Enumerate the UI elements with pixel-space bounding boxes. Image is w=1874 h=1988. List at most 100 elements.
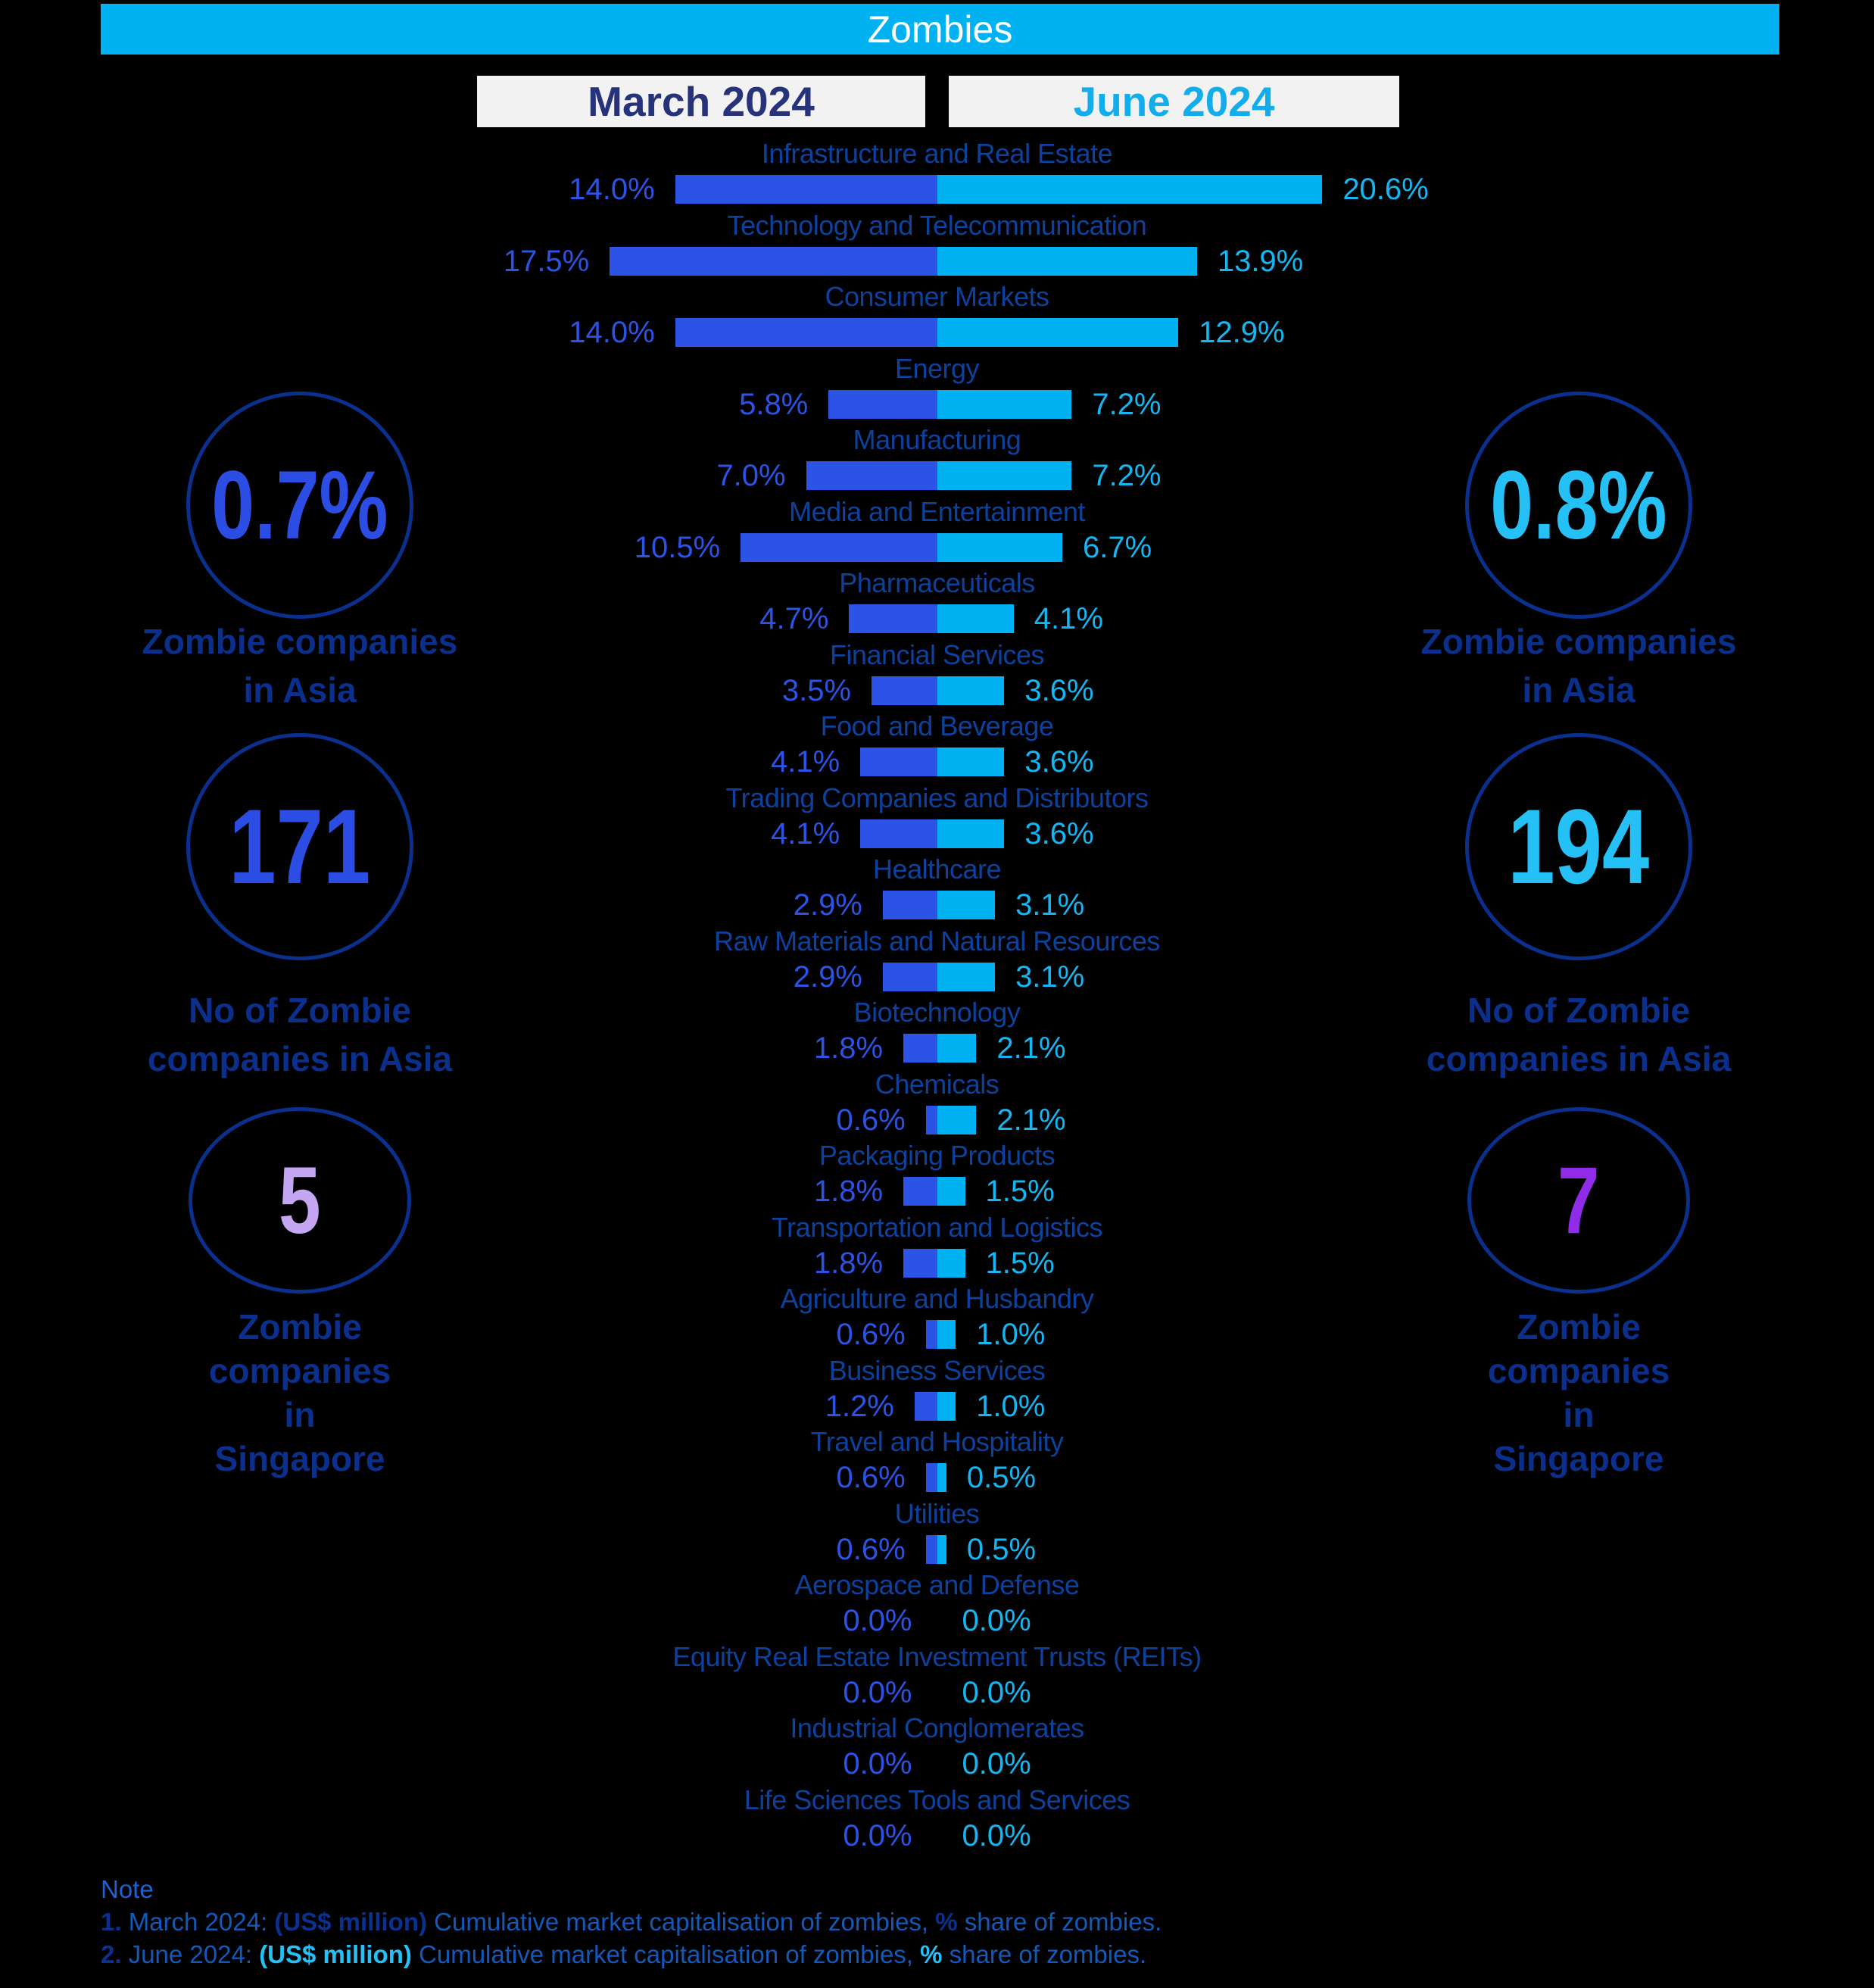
march-value: 14.0%: [569, 316, 655, 349]
june-bar: [937, 1534, 946, 1564]
june-value: 4.1%: [1034, 602, 1103, 635]
bar-line: 0.6% 1.0%: [0, 1317, 1874, 1352]
march-value: 1.2%: [825, 1389, 894, 1423]
chart-row: Infrastructure and Real Estate 14.0% 20.6%: [0, 136, 1874, 208]
june-bar: [937, 1463, 946, 1492]
chart-row: Chemicals 0.6% 2.1%: [0, 1066, 1874, 1138]
category-label: Food and Beverage: [820, 710, 1054, 741]
category-label: Media and Entertainment: [789, 495, 1085, 527]
stat-circle-singapore-march: 5: [189, 1107, 411, 1294]
march-value: 4.1%: [771, 816, 840, 850]
chart-row: Consumer Markets 14.0% 12.9%: [0, 279, 1874, 351]
chart-row: Manufacturing 7.0% 7.2%: [0, 422, 1874, 494]
march-bar: [925, 1320, 937, 1349]
chart-row: Raw Materials and Natural Resources 2.9% 3…: [0, 923, 1874, 995]
stat-caption-singapore-june: Zombie companies in Singapore: [1487, 1307, 1670, 1478]
stat-circle-asia-pct-march: 0.7%: [186, 392, 413, 619]
chart-row: Utilities 0.6% 0.5%: [0, 1496, 1874, 1568]
june-value: 20.6%: [1342, 173, 1429, 206]
june-value: 12.9%: [1199, 316, 1285, 349]
category-label: Travel and Hospitality: [810, 1426, 1064, 1457]
bar-line: 0.0% 0.0%: [0, 1818, 1874, 1853]
march-value: 0.6%: [836, 1461, 906, 1494]
category-label: Biotechnology: [853, 997, 1021, 1028]
march-value: 10.5%: [634, 530, 721, 564]
march-value: 2.9%: [793, 888, 862, 922]
category-label: Raw Materials and Natural Resources: [714, 925, 1160, 957]
chart-row: Industrial Conglomerates 0.0% 0.0%: [0, 1710, 1874, 1782]
page-title: Zombies: [867, 8, 1013, 51]
footnote-text-segment: share of zombies.: [957, 1908, 1162, 1936]
footnote-text-segment: %: [920, 1940, 943, 1968]
category-label: Transportation and Logistics: [772, 1211, 1102, 1243]
march-bar: [872, 676, 937, 705]
june-value: 1.5%: [985, 1246, 1055, 1280]
category-label: Utilities: [894, 1497, 980, 1529]
bar-line: 4.1% 3.6%: [0, 816, 1874, 851]
chart-row: Pharmaceuticals 4.7% 4.1%: [0, 565, 1874, 637]
june-bar: [937, 389, 1072, 419]
march-value: 7.0%: [716, 459, 786, 492]
legend-march-2024: March 2024: [477, 76, 925, 127]
chart-row: Equity Real Estate Investment Trusts (RE…: [0, 1639, 1874, 1711]
june-bar: [937, 532, 1062, 562]
march-value: 0.6%: [836, 1318, 906, 1351]
march-value: 1.8%: [813, 1246, 884, 1280]
june-value: 7.2%: [1092, 459, 1162, 492]
chart-row: Transportation and Logistics 1.8% 1.5%: [0, 1209, 1874, 1281]
category-label: Trading Companies and Distributors: [725, 782, 1149, 813]
june-value: 0.5%: [966, 1532, 1037, 1566]
june-bar: [937, 604, 1014, 633]
footnote-lines: 1. March 2024: (US$ million) Cumulative …: [101, 1905, 1388, 1971]
footnote-text-segment: %: [935, 1908, 958, 1936]
chart-row: Life Sciences Tools and Services 0.0% 0.0%: [0, 1782, 1874, 1854]
chart-row: Business Services 1.2% 1.0%: [0, 1353, 1874, 1425]
june-bar: [937, 246, 1197, 276]
chart-row: Technology and Telecommunication 17.5% 13.…: [0, 208, 1874, 279]
march-value: 0.6%: [836, 1103, 906, 1137]
march-value: 0.6%: [836, 1532, 906, 1566]
footnote-title: Note: [101, 1875, 154, 1903]
march-value: 17.5%: [503, 244, 590, 278]
june-value: 1.0%: [976, 1318, 1046, 1351]
stat-value-asia-pct-june: 0.8%: [1490, 451, 1667, 560]
march-value: 0.0%: [843, 1818, 912, 1852]
march-value: 4.1%: [771, 745, 840, 779]
stat-value-asia-count-june: 194: [1508, 787, 1650, 906]
june-bar: [937, 676, 1005, 705]
june-value: 1.5%: [985, 1175, 1055, 1208]
march-value: 0.0%: [843, 1604, 912, 1637]
footnote-text-segment: (US$ million): [274, 1908, 435, 1936]
category-label: Aerospace and Defense: [794, 1569, 1080, 1600]
bar-line: 2.9% 3.1%: [0, 888, 1874, 922]
march-bar: [610, 246, 937, 276]
category-label: Packaging Products: [819, 1140, 1055, 1171]
category-label: Equity Real Estate Investment Trusts (RE…: [672, 1640, 1202, 1672]
march-bar: [914, 1391, 937, 1421]
footnote-text-segment: (US$ million): [259, 1940, 419, 1968]
footnote-text-segment: June 2024:: [128, 1940, 260, 1968]
june-bar: [937, 461, 1072, 490]
bar-line: 14.0% 12.9%: [0, 315, 1874, 350]
category-label: Industrial Conglomerates: [790, 1712, 1084, 1743]
june-value: 0.0%: [962, 1675, 1031, 1709]
june-bar: [937, 1391, 956, 1421]
legend-march-label: March 2024: [588, 78, 815, 125]
march-bar: [806, 461, 937, 490]
legend-june-label: June 2024: [1073, 78, 1275, 125]
bar-line: 1.8% 1.5%: [0, 1246, 1874, 1281]
stat-caption-asia-pct-june: Zombie companies in Asia: [1420, 622, 1737, 710]
stat-value-asia-pct-march: 0.7%: [211, 451, 388, 560]
bar-line: 14.0% 20.6%: [0, 172, 1874, 207]
bar-line: 5.8% 7.2%: [0, 387, 1874, 422]
title-banner: Zombies: [101, 4, 1779, 55]
june-bar: [937, 1248, 965, 1278]
june-bar: [937, 819, 1005, 848]
category-label: Pharmaceuticals: [839, 567, 1035, 598]
bar-line: 0.6% 2.1%: [0, 1103, 1874, 1138]
category-label: Manufacturing: [853, 424, 1021, 455]
march-bar: [828, 389, 937, 419]
june-value: 3.1%: [1015, 888, 1085, 922]
june-value: 0.0%: [962, 1604, 1031, 1637]
march-bar: [882, 891, 937, 919]
